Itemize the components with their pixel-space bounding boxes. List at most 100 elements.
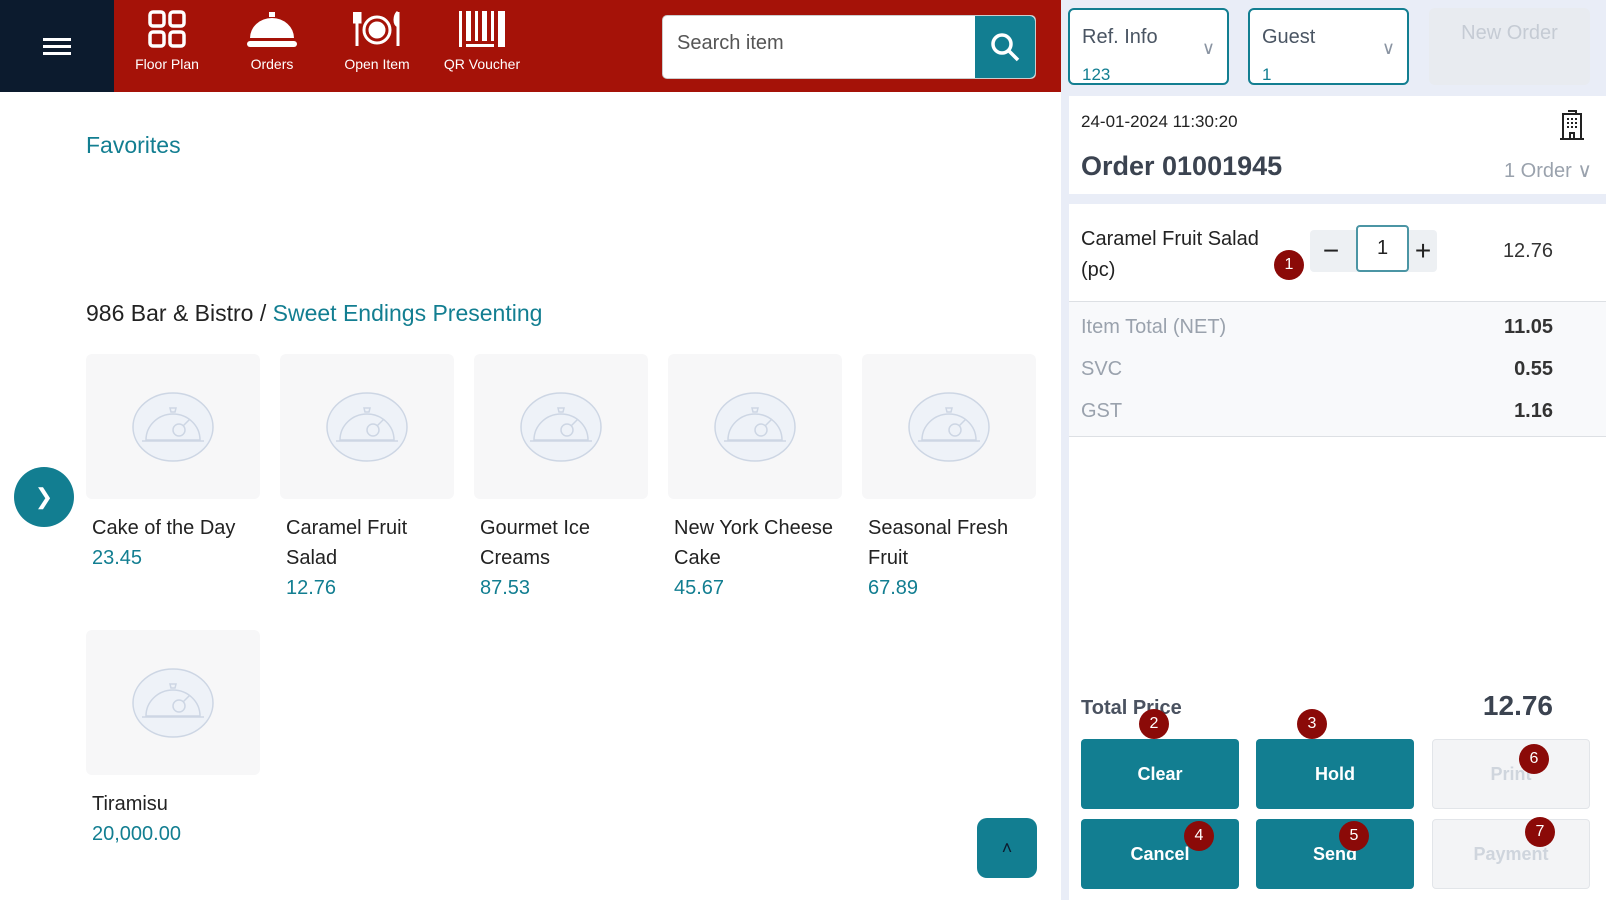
search-icon — [991, 33, 1020, 62]
step-badge: 1 — [1274, 250, 1304, 280]
cloche-placeholder-icon — [908, 391, 990, 462]
product-price: 67.89 — [868, 577, 919, 599]
breadcrumb-current: Sweet Endings Presenting — [272, 300, 543, 326]
product-card[interactable]: New York Cheese Cake 45.67 — [668, 354, 842, 603]
guest-select[interactable]: Guest 1 ∨ — [1248, 8, 1409, 85]
nav-floor-plan[interactable]: Floor Plan — [117, 10, 217, 72]
product-price: 45.67 — [674, 577, 725, 599]
product-name: Cake of the Day — [92, 517, 236, 539]
chevron-down-icon: ∨ — [1381, 38, 1395, 58]
product-name: Gourmet Ice Creams — [480, 517, 591, 569]
product-image — [862, 354, 1036, 499]
cloche-placeholder-icon — [520, 391, 602, 462]
summary-value: 11.05 — [1504, 316, 1553, 338]
chevron-down-icon: ∨ — [1577, 160, 1592, 182]
clear-button[interactable]: Clear — [1081, 739, 1239, 809]
building-icon — [1560, 110, 1584, 140]
step-badge: 5 — [1339, 821, 1369, 851]
nav-label: Orders — [250, 56, 294, 72]
summary-label: SVC — [1081, 358, 1123, 380]
step-badge: 4 — [1184, 821, 1214, 851]
summary-label: GST — [1081, 400, 1123, 422]
summary-row-gst: GST 1.16 — [1081, 400, 1553, 423]
search-button[interactable] — [975, 16, 1035, 78]
product-price: 23.45 — [92, 547, 143, 569]
search-input[interactable] — [677, 32, 957, 55]
order-header: 24-01-2024 11:30:20 Order 01001945 1 Ord… — [1069, 96, 1606, 194]
step-badge: 2 — [1139, 709, 1169, 739]
step-badge: 6 — [1519, 744, 1549, 774]
product-price: 12.76 — [286, 577, 337, 599]
increase-qty-button[interactable]: + — [1414, 235, 1432, 266]
plate-cutlery-icon — [353, 10, 400, 46]
ref-info-value: 123 — [1082, 65, 1111, 84]
step-badge: 3 — [1297, 709, 1327, 739]
cloche-placeholder-icon — [132, 667, 214, 738]
product-card[interactable]: Gourmet Ice Creams 87.53 — [474, 354, 648, 603]
chevron-up-icon: ˄ — [1001, 837, 1013, 858]
product-card[interactable]: Tiramisu 20,000.00 — [86, 630, 260, 849]
product-image — [668, 354, 842, 499]
step-badge: 7 — [1525, 817, 1555, 847]
product-name: Seasonal Fresh Fruit — [868, 517, 1009, 569]
ref-info-label: Ref. Info — [1082, 26, 1158, 48]
nav-open-item[interactable]: Open Item — [327, 10, 427, 72]
summary-block — [1069, 301, 1606, 437]
product-name: New York Cheese Cake — [674, 517, 833, 569]
top-bar: Floor Plan Orders Open Item QR Voucher — [0, 0, 1061, 92]
product-image — [280, 354, 454, 499]
product-name: Tiramisu — [92, 793, 168, 815]
order-count-dropdown[interactable]: 1 Order ∨ — [1504, 158, 1592, 183]
cloche-icon — [247, 12, 297, 47]
send-button[interactable]: Send — [1256, 819, 1414, 889]
summary-value: 1.16 — [1514, 400, 1553, 422]
cloche-placeholder-icon — [714, 391, 796, 462]
guest-label: Guest — [1262, 26, 1316, 48]
scroll-top-button[interactable]: ˄ — [977, 818, 1037, 878]
nav-label: Open Item — [344, 56, 410, 72]
new-order-button[interactable]: New Order — [1429, 8, 1590, 85]
product-card[interactable]: Seasonal Fresh Fruit 67.89 — [862, 354, 1036, 603]
product-card[interactable]: Caramel Fruit Salad 12.76 — [280, 354, 454, 603]
product-image — [86, 354, 260, 499]
summary-row-svc: SVC 0.55 — [1081, 358, 1553, 381]
next-category-button[interactable]: ❯ — [14, 467, 74, 527]
menu-icon — [43, 34, 71, 59]
qty-input[interactable]: 1 — [1356, 225, 1409, 272]
nav-label: Floor Plan — [135, 56, 199, 72]
summary-value: 0.55 — [1514, 358, 1553, 380]
hold-button[interactable]: Hold — [1256, 739, 1414, 809]
summary-row-net: Item Total (NET) 11.05 — [1081, 316, 1553, 339]
guest-value: 1 — [1262, 65, 1272, 84]
cancel-button[interactable]: Cancel — [1081, 819, 1239, 889]
breadcrumb-root[interactable]: 986 Bar & Bistro / — [86, 300, 273, 326]
print-button[interactable]: Print — [1432, 739, 1590, 809]
product-image — [86, 630, 260, 775]
total-price: 12.76 — [1482, 690, 1553, 721]
cloche-placeholder-icon — [132, 391, 214, 462]
product-image — [474, 354, 648, 499]
nav-qr-voucher[interactable]: QR Voucher — [432, 10, 532, 72]
grid-icon — [148, 10, 186, 48]
nav-label: QR Voucher — [443, 56, 521, 72]
chevron-down-icon: ∨ — [1201, 38, 1215, 58]
product-price: 87.53 — [480, 577, 531, 599]
product-card[interactable]: Cake of the Day 23.45 — [86, 354, 260, 573]
decrease-qty-button[interactable]: − — [1322, 235, 1340, 266]
breadcrumb: 986 Bar & Bistro / Sweet Endings Present… — [86, 300, 542, 327]
barcode-icon — [459, 11, 505, 47]
cloche-placeholder-icon — [326, 391, 408, 462]
ref-info-select[interactable]: Ref. Info 123 ∨ — [1068, 8, 1229, 85]
order-title: Order 01001945 — [1081, 151, 1283, 181]
search-box — [662, 15, 1036, 79]
order-count: 1 Order — [1503, 160, 1572, 182]
chevron-right-icon: ❯ — [34, 484, 54, 509]
nav-orders[interactable]: Orders — [222, 10, 322, 72]
order-datetime: 24-01-2024 11:30:20 — [1081, 112, 1238, 131]
quantity-stepper: − 1 + — [1310, 225, 1437, 272]
order-item-price: 12.76 — [1502, 240, 1553, 262]
order-item-name: Caramel Fruit Salad (pc) — [1081, 228, 1259, 281]
payment-button[interactable]: Payment — [1432, 819, 1590, 889]
hamburger-menu-button[interactable] — [0, 0, 114, 92]
product-price: 20,000.00 — [92, 823, 181, 845]
